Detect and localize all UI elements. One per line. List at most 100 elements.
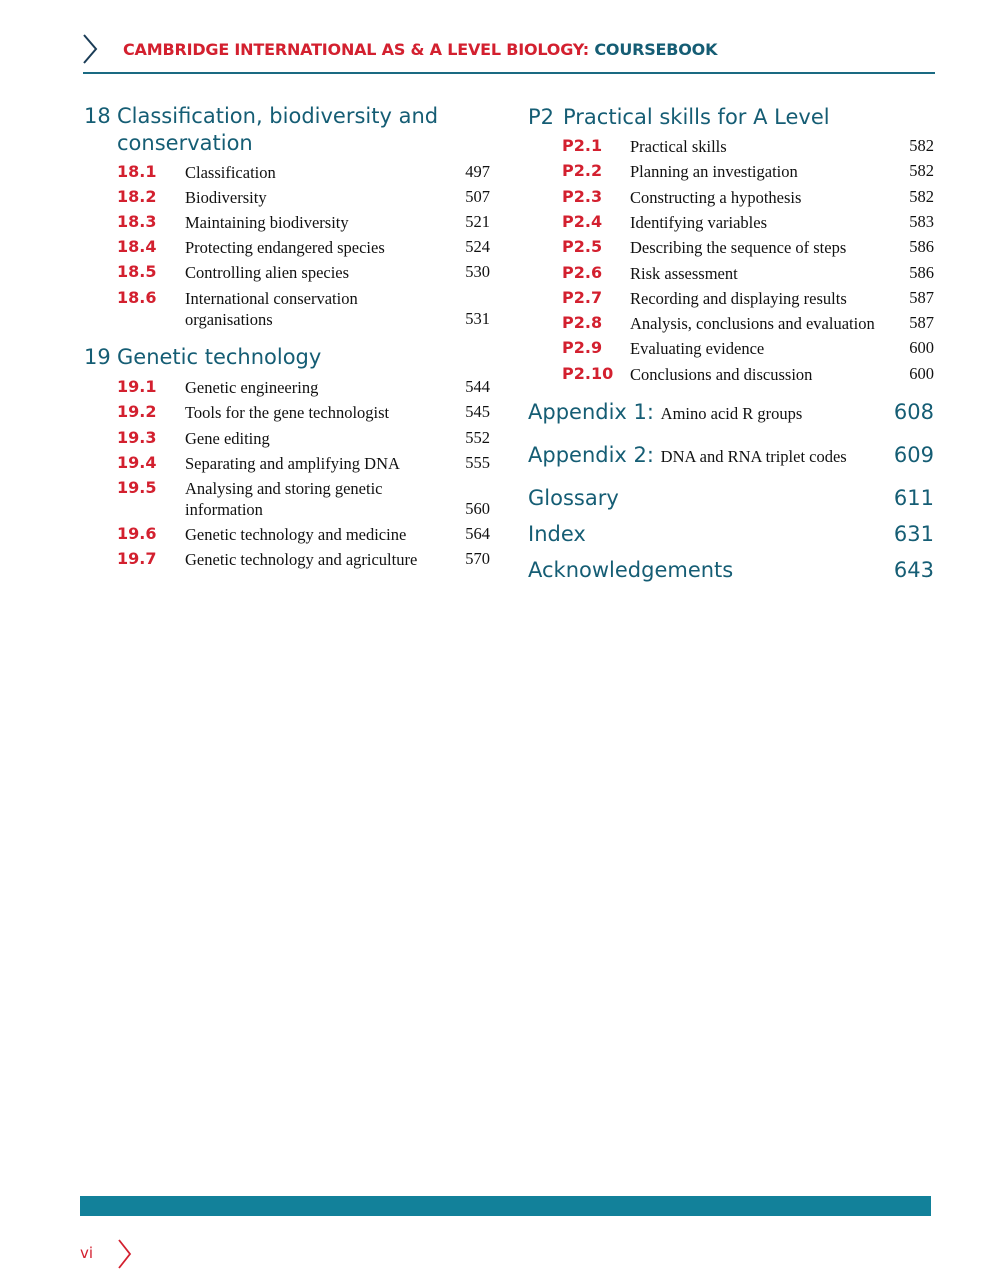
section-number: 19.3 [117,428,157,447]
section-title: Maintaining biodiversity [185,213,349,232]
back-matter-page: 643 [893,558,934,582]
section-title: Biodiversity [185,188,267,207]
section-page: 600 [909,338,934,358]
section-number: P2.8 [562,313,603,333]
section-title: Tools for the gene technologist [185,403,390,422]
back-matter-label: Acknowledgements [528,558,734,582]
section-page: 545 [465,402,490,421]
book-title: CAMBRIDGE INTERNATIONAL AS & A LEVEL BIO… [123,40,717,59]
section-number: P2.7 [562,287,603,307]
section-number: P2.2 [562,161,603,181]
section-page: 587 [909,313,934,333]
section-page: 555 [465,453,490,472]
section-number: P2.4 [562,211,603,231]
section-title: Conclusions and discussion [630,364,813,384]
section-page: 531 [465,309,490,328]
section-title: Protecting endangered species [185,238,385,257]
chapter-number: P2 [528,105,555,129]
section-title: Gene editing [185,429,270,448]
section-number: 19.1 [117,377,157,396]
chevron-right-icon [118,1239,132,1269]
section-number: 18.6 [117,288,157,307]
section-title: Genetic technology and agriculture [185,550,418,569]
section-page: 583 [909,211,934,231]
section-number: P2.6 [562,262,603,282]
section-page: 582 [909,186,934,206]
section-title: Describing the sequence of steps [630,238,847,258]
section-number: P2.9 [562,338,603,358]
section-title: Controlling alien species [185,263,350,282]
section-page: 552 [465,428,490,447]
back-matter-page: 631 [893,522,934,546]
section-title: Classification [185,163,276,182]
section-title: information [185,500,263,519]
back-matter-item: Glossary [528,486,619,510]
section-title: Recording and displaying results [630,288,847,308]
section-page: 582 [909,161,934,181]
section-number: 19.7 [117,549,157,568]
back-matter-item: Appendix 2: DNA and RNA triplet codes [528,443,847,467]
back-matter-page: 608 [893,400,934,424]
section-number: P2.1 [562,136,603,155]
back-matter-item: Index [528,522,586,546]
chevron-right-icon [83,34,98,64]
chapter-title: Genetic technology [117,345,322,369]
footer-bar [80,1196,931,1216]
section-page: 600 [909,363,934,383]
section-page: 530 [465,262,490,281]
chapter-title: conservation [117,131,253,155]
section-page: 524 [465,237,490,256]
section-page: 521 [465,212,490,231]
page-number: vi [80,1244,94,1262]
back-matter-page: 609 [893,443,934,467]
chapter-title: Classification, biodiversity and [117,104,439,128]
chapter-number: 19 [84,345,111,369]
section-page: 564 [465,524,490,543]
section-page: 570 [465,549,490,568]
chapter-title: Practical skills for A Level [563,105,830,129]
section-title: Identifying variables [630,212,767,232]
section-number: 18.4 [117,237,157,256]
section-number: 18.3 [117,212,157,231]
section-title: Planning an investigation [630,162,798,182]
section-title: Analysis, conclusions and evaluation [630,314,875,334]
header-rule [83,72,935,74]
section-title: International conservation [185,289,358,308]
section-title: Evaluating evidence [630,339,765,359]
section-number: 18.1 [117,162,157,181]
section-page: 507 [465,187,490,206]
section-page: 560 [465,499,490,518]
book-title-main: CAMBRIDGE INTERNATIONAL AS & A LEVEL BIO… [123,40,589,59]
section-page: 586 [909,262,934,282]
back-matter-label: Appendix 2: [528,443,654,467]
section-page: 497 [465,162,490,181]
section-title: Separating and amplifying DNA [185,454,400,473]
back-matter-label: Appendix 1: [528,400,654,424]
section-page: 586 [909,237,934,257]
book-title-coursebook: COURSEBOOK [589,40,718,59]
back-matter-item: Appendix 1: Amino acid R groups [528,400,802,424]
section-number: P2.3 [562,186,603,206]
section-page: 587 [909,287,934,307]
back-matter-item: Acknowledgements [528,558,733,582]
section-number: 19.6 [117,524,157,543]
back-matter-label: Index [528,522,586,546]
back-matter-subtitle: Amino acid R groups [660,404,803,423]
chapter-number: 18 [84,104,111,128]
section-page: 582 [909,136,934,155]
section-number: P2.10 [562,363,614,383]
section-number: 18.2 [117,187,157,206]
section-number: 19.2 [117,402,157,421]
section-number: 19.4 [117,453,157,472]
section-title: Analysing and storing genetic [185,479,383,498]
section-title: Genetic engineering [185,378,319,397]
back-matter-subtitle: DNA and RNA triplet codes [660,447,847,466]
section-number: 19.5 [117,478,157,497]
back-matter-label: Glossary [528,486,619,510]
section-title: Genetic technology and medicine [185,525,407,544]
section-title: Practical skills [630,137,727,156]
section-title: Risk assessment [630,263,738,283]
section-title: organisations [185,310,273,329]
section-title: Constructing a hypothesis [630,187,802,207]
